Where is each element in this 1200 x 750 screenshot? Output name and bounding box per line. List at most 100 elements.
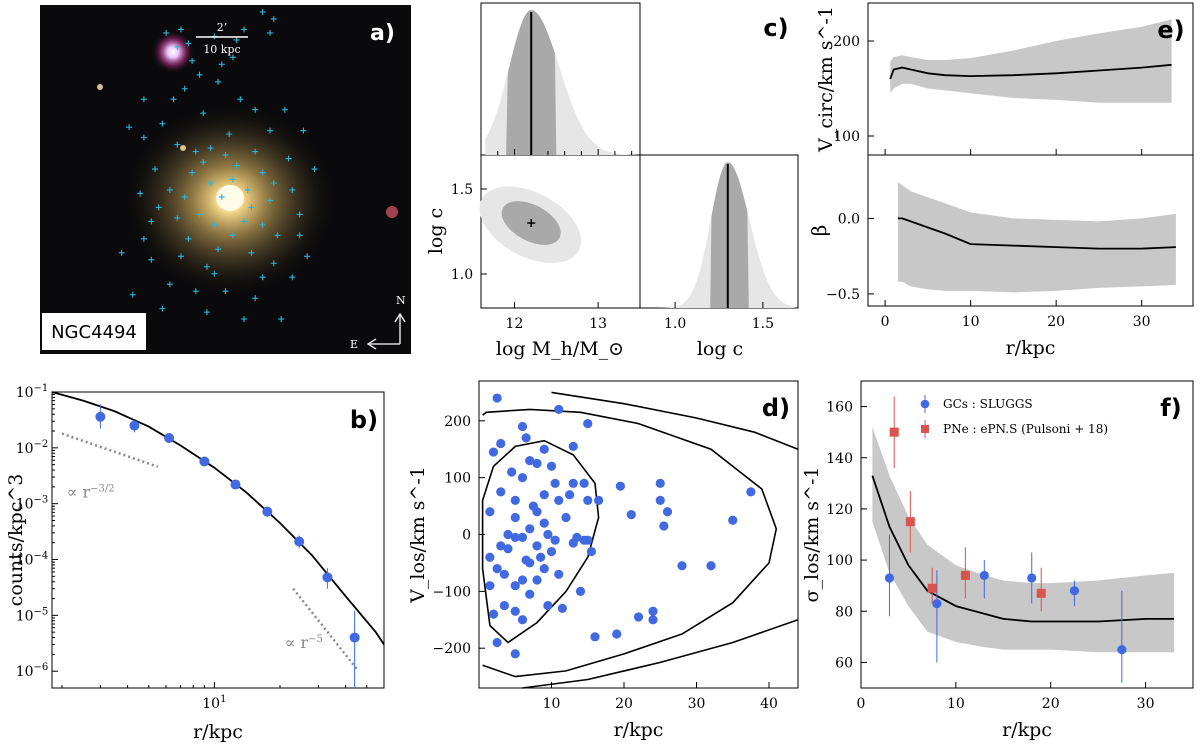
x-tick-label-d: 40 bbox=[760, 696, 778, 712]
y-axis-label-f: σ_los/km s^-1 bbox=[801, 467, 823, 603]
data-point-d bbox=[572, 532, 582, 542]
data-point-b bbox=[129, 420, 140, 431]
data-point-d bbox=[539, 444, 549, 454]
y-tick-label-f: 140 bbox=[826, 451, 853, 467]
data-point-d bbox=[590, 632, 600, 642]
x-tick-label-e: 10 bbox=[962, 314, 980, 330]
data-point-b bbox=[322, 572, 333, 583]
background-star bbox=[97, 84, 103, 90]
data-point-d bbox=[662, 507, 673, 517]
data-point-d bbox=[655, 495, 665, 505]
x-tick-label-d: 10 bbox=[543, 696, 561, 712]
gc-marker bbox=[155, 204, 162, 211]
x-tick-label-f: 30 bbox=[1137, 696, 1155, 712]
model-curve-b bbox=[51, 391, 385, 645]
data-point-b bbox=[230, 479, 241, 490]
data-point-b bbox=[95, 411, 106, 422]
y-tick-label-beta: 0.0 bbox=[838, 211, 860, 227]
legend-pne-marker bbox=[921, 425, 929, 433]
data-point-d bbox=[485, 507, 495, 517]
x-axis-label-f: r/kpc bbox=[1002, 719, 1052, 741]
y-tick-label-c: 1.0 bbox=[451, 267, 473, 283]
data-point-d bbox=[510, 532, 520, 542]
gc-marker bbox=[259, 274, 266, 281]
data-point-d bbox=[561, 512, 571, 523]
y-tick-label-beta: −0.5 bbox=[826, 287, 860, 303]
data-point-pne bbox=[960, 570, 970, 580]
slope-label-b-base: ∝ r bbox=[67, 482, 91, 501]
gc-marker bbox=[140, 235, 147, 242]
gc-marker bbox=[163, 29, 170, 36]
y-tick-label-b-base: 10 bbox=[16, 441, 34, 457]
gc-marker bbox=[229, 176, 236, 183]
gc-marker bbox=[200, 159, 207, 166]
data-point-d bbox=[532, 541, 542, 551]
vcirc-band bbox=[890, 19, 1172, 103]
data-point-b bbox=[199, 456, 210, 467]
data-point-d bbox=[525, 455, 535, 466]
data-point-d bbox=[546, 546, 557, 557]
model-curve-f bbox=[871, 475, 1174, 623]
data-point-d bbox=[488, 447, 499, 457]
y-tick-label-b: 10−6 bbox=[16, 662, 49, 680]
gc-marker bbox=[270, 15, 277, 22]
data-point-d bbox=[510, 649, 520, 659]
gc-marker bbox=[126, 124, 133, 131]
legend-gc-label: GCs : SLUGGS bbox=[943, 397, 1033, 411]
data-point-d bbox=[633, 612, 644, 622]
data-point-d bbox=[594, 495, 604, 505]
gc-marker bbox=[241, 26, 248, 33]
data-point-d bbox=[554, 495, 564, 505]
y-tick-label-b-exponent: −1 bbox=[34, 383, 49, 394]
y-axis-label-beta: β bbox=[807, 225, 831, 237]
data-point-d bbox=[517, 421, 528, 432]
data-point-b bbox=[349, 632, 360, 643]
data-point-gc bbox=[979, 570, 989, 581]
data-point-d bbox=[648, 615, 658, 625]
gc-marker bbox=[259, 169, 266, 176]
gc-marker bbox=[267, 197, 274, 204]
gc-marker bbox=[181, 85, 188, 92]
gc-marker bbox=[229, 54, 236, 61]
y-tick-label-d: 0 bbox=[462, 528, 471, 544]
gc-marker bbox=[181, 193, 188, 200]
data-point-d bbox=[510, 581, 520, 591]
gc-marker bbox=[177, 26, 184, 33]
data-point-b bbox=[294, 536, 305, 547]
data-point-d bbox=[496, 438, 506, 449]
data-point-d bbox=[550, 535, 560, 545]
gc-marker bbox=[174, 43, 181, 50]
data-point-d bbox=[499, 569, 509, 579]
slope-label-b-exponent: −5 bbox=[308, 634, 323, 645]
galaxy-core bbox=[216, 185, 244, 211]
y-tick-label-b: 10−4 bbox=[16, 551, 49, 569]
gc-marker bbox=[189, 57, 196, 64]
data-point-gc bbox=[1117, 645, 1127, 655]
panel-e-vcirc-beta: 0 10 20 30 100 200 −0.5 0.0 r/kpc V_circ/km s^-1 β… bbox=[807, 2, 1194, 359]
data-point-d bbox=[521, 433, 531, 443]
data-point-gc bbox=[1069, 586, 1080, 596]
galaxy-label: NGC4494 bbox=[51, 322, 137, 343]
data-point-d bbox=[565, 490, 575, 500]
scale-label-kpc: 10 kpc bbox=[203, 43, 240, 56]
y-tick-label-vcirc: 200 bbox=[833, 34, 860, 50]
gc-marker bbox=[148, 256, 155, 263]
gc-marker bbox=[244, 186, 251, 193]
data-point-d bbox=[626, 510, 636, 520]
gc-marker bbox=[285, 155, 292, 162]
gc-marker bbox=[203, 263, 210, 270]
gc-marker bbox=[311, 166, 318, 173]
x-axis-label-c: log c bbox=[697, 338, 743, 360]
x-tick-label-b-base: 10 bbox=[202, 696, 220, 712]
y-tick-label-f: 100 bbox=[826, 553, 853, 569]
beta-curve bbox=[897, 217, 1176, 250]
gc-marker bbox=[211, 270, 218, 277]
data-point-d bbox=[499, 600, 509, 611]
gc-marker bbox=[304, 253, 311, 260]
data-point-d bbox=[488, 609, 499, 619]
gc-markers bbox=[118, 8, 318, 326]
gc-marker bbox=[226, 131, 233, 138]
y-tick-label-vcirc: 100 bbox=[833, 129, 860, 145]
slope-guide-b bbox=[61, 432, 159, 468]
y-tick-label-f: 80 bbox=[835, 604, 853, 620]
